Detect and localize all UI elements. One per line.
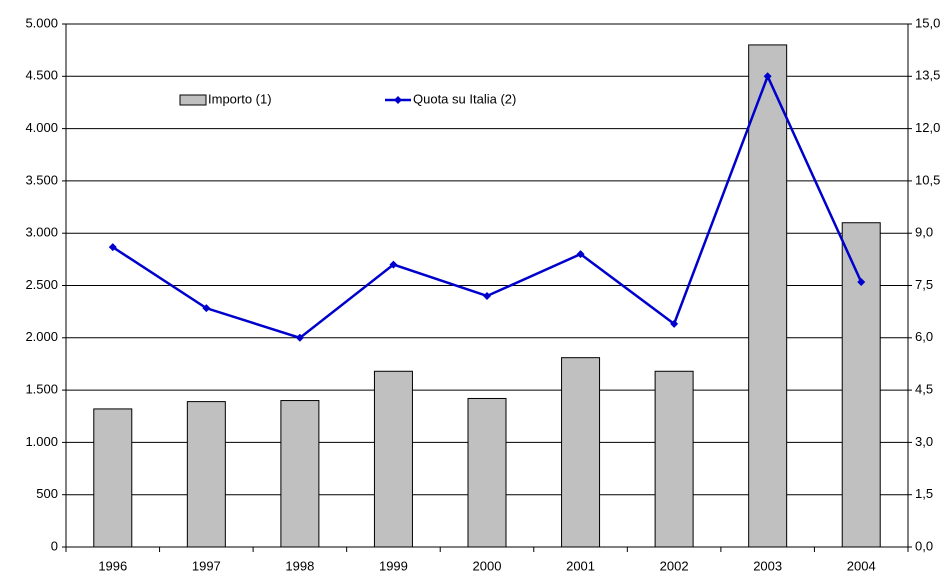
y-tick-label: 1.500 [25, 382, 58, 397]
marker [108, 243, 117, 252]
y-tick-label: 3.000 [25, 225, 58, 240]
marker [202, 304, 211, 313]
y2-tick-label: 10,5 [915, 172, 940, 187]
bar [467, 397, 507, 548]
y-tick-label: 4.500 [25, 68, 58, 83]
bar [373, 370, 413, 548]
x-tick-label: 2003 [753, 558, 782, 573]
x-tick-label: 2002 [660, 558, 689, 573]
x-tick-label: 1996 [98, 558, 127, 573]
y2-tick-label: 6,0 [915, 329, 933, 344]
y-tick-label: 5.000 [25, 15, 58, 30]
marker [576, 250, 585, 259]
x-tick-label: 2000 [473, 558, 502, 573]
marker [670, 319, 679, 328]
marker [483, 291, 491, 300]
y-tick-label: 3.500 [25, 172, 58, 187]
marker [857, 278, 866, 287]
x-tick-label: 2001 [566, 558, 595, 573]
bar [561, 357, 601, 548]
y2-tick-label: 3,0 [915, 434, 933, 449]
bar [280, 400, 320, 548]
y2-tick-label: 1,5 [915, 486, 933, 501]
marker [295, 333, 304, 342]
legend-label: Importo (1) [208, 91, 272, 106]
x-tick-label: 2004 [847, 558, 876, 573]
bar [93, 408, 133, 548]
bar [186, 401, 226, 548]
y2-tick-label: 12,0 [915, 120, 940, 135]
y-tick-label: 500 [36, 486, 58, 501]
x-tick-label: 1999 [379, 558, 408, 573]
x-tick-label: 1998 [285, 558, 314, 573]
y2-tick-label: 7,5 [915, 277, 933, 292]
y2-tick-label: 0,0 [915, 538, 933, 553]
x-tick-label: 1997 [192, 558, 221, 573]
y2-tick-label: 15,0 [915, 15, 940, 30]
y-tick-label: 1.000 [25, 434, 58, 449]
y-tick-label: 0 [51, 538, 58, 553]
legend-swatch [179, 94, 207, 106]
legend-label: Quota su Italia (2) [413, 91, 516, 106]
bar [654, 370, 694, 548]
y2-tick-label: 9,0 [915, 225, 933, 240]
marker [389, 260, 398, 269]
bar [748, 44, 788, 548]
y-tick-label: 4.000 [25, 120, 58, 135]
y2-tick-label: 4,5 [915, 382, 933, 397]
marker [763, 72, 772, 81]
y-tick-label: 2.000 [25, 329, 58, 344]
y2-tick-label: 13,5 [915, 68, 940, 83]
bar [841, 222, 881, 548]
y-tick-label: 2.500 [25, 277, 58, 292]
legend-marker [394, 96, 402, 104]
